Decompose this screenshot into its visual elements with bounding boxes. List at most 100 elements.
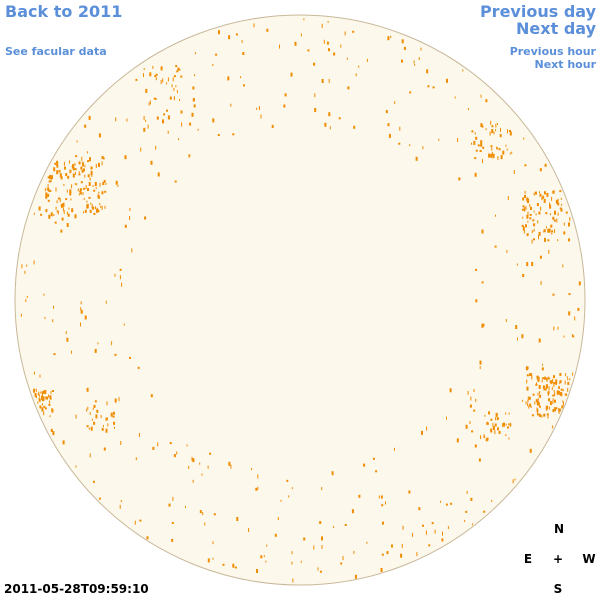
facula	[532, 393, 535, 396]
facula	[545, 387, 547, 391]
facula	[551, 232, 553, 235]
previous-hour-link[interactable]: Previous hour	[509, 45, 596, 58]
facula	[401, 543, 403, 548]
facula	[256, 107, 258, 110]
facula	[547, 392, 550, 395]
facula	[538, 211, 541, 215]
facula	[236, 517, 239, 521]
previous-day-link[interactable]: Previous day	[479, 2, 596, 21]
facula	[474, 444, 477, 448]
facula	[120, 500, 122, 502]
facula	[120, 441, 122, 445]
facula	[64, 166, 66, 170]
facula	[560, 388, 563, 391]
facula	[266, 544, 268, 547]
facula	[113, 421, 115, 425]
facula	[20, 313, 22, 317]
facula	[563, 222, 565, 226]
facula	[88, 115, 91, 120]
facula	[522, 216, 524, 219]
facula	[294, 41, 297, 46]
facula	[418, 57, 420, 61]
facula	[50, 428, 53, 432]
facula	[96, 207, 98, 211]
facular-data-link[interactable]: See facular data	[5, 45, 107, 58]
facula	[485, 128, 487, 131]
facula	[340, 44, 342, 48]
facula	[481, 281, 484, 284]
facula	[509, 423, 512, 426]
facula	[48, 403, 51, 406]
facula	[171, 522, 174, 524]
facula	[43, 293, 45, 296]
facula	[486, 421, 489, 425]
facula	[531, 414, 534, 417]
facula	[351, 509, 354, 514]
facula	[358, 494, 361, 498]
facula	[409, 144, 411, 147]
facula	[84, 174, 86, 178]
facula	[484, 414, 486, 417]
facula	[342, 556, 344, 561]
facula	[146, 536, 149, 540]
facula	[80, 309, 83, 314]
facula	[173, 75, 176, 78]
facula	[550, 380, 553, 385]
facula	[527, 220, 529, 223]
facula	[412, 532, 414, 537]
facula	[524, 194, 526, 198]
facula	[300, 560, 302, 563]
facula	[495, 412, 498, 417]
facula	[522, 208, 524, 211]
facula	[192, 479, 194, 483]
facula	[72, 167, 75, 171]
facula	[347, 86, 350, 90]
facula	[372, 457, 375, 460]
facula	[212, 118, 215, 123]
facula	[391, 544, 393, 548]
compass-east: E	[523, 552, 533, 566]
facula	[66, 337, 69, 342]
facula	[56, 200, 58, 204]
facula	[313, 62, 316, 66]
next-day-link[interactable]: Next day	[516, 19, 596, 38]
facula	[230, 103, 232, 107]
facula	[558, 390, 560, 395]
facula	[326, 41, 329, 45]
facula	[475, 136, 478, 140]
facula	[155, 77, 157, 81]
facula	[87, 406, 89, 410]
back-link[interactable]: Back to 2011	[5, 2, 123, 21]
next-hour-link[interactable]: Next hour	[534, 58, 597, 71]
facula	[321, 487, 323, 491]
facula	[551, 230, 554, 233]
facula	[355, 73, 357, 77]
facula	[547, 393, 549, 396]
facula	[544, 163, 547, 167]
facula	[52, 431, 55, 436]
facula	[516, 263, 518, 266]
facula	[48, 188, 50, 193]
facula	[54, 162, 57, 165]
facula	[422, 524, 424, 527]
facula	[530, 405, 532, 408]
facula	[57, 211, 59, 215]
facula	[43, 391, 46, 394]
facula	[155, 145, 157, 150]
facula	[553, 219, 556, 222]
facula	[61, 217, 64, 221]
facula	[482, 159, 483, 164]
facula	[134, 520, 136, 525]
facula	[99, 182, 101, 187]
facula	[536, 401, 539, 405]
facula	[160, 80, 162, 84]
facula	[291, 551, 293, 555]
facula	[212, 557, 214, 560]
facula	[427, 85, 430, 88]
facula	[47, 176, 50, 179]
facula	[456, 438, 459, 443]
facula	[557, 212, 559, 216]
facula	[173, 87, 175, 91]
